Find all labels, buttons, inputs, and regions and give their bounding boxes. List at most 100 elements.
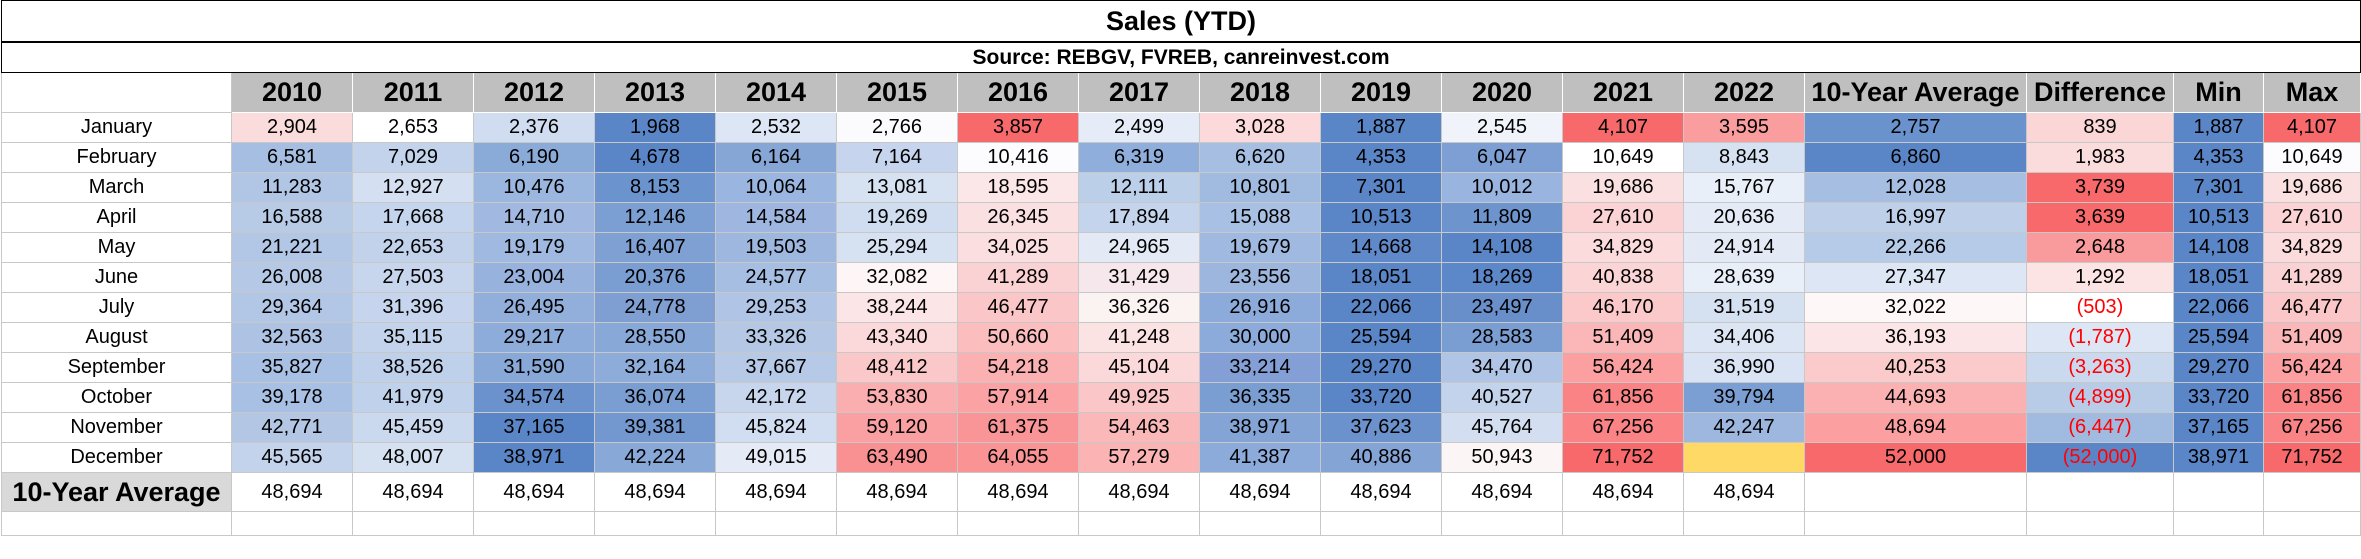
- table-cell: 27,503: [352, 262, 474, 293]
- table-cell: 16,588: [231, 202, 353, 233]
- empty-cell: [1683, 511, 1805, 536]
- table-cell: 27,347: [1804, 262, 2027, 293]
- table-cell: 45,764: [1441, 412, 1563, 443]
- empty-cell: [1, 511, 232, 536]
- table-cell: 46,170: [1562, 292, 1684, 323]
- table-cell: 48,694: [1804, 412, 2027, 443]
- table-cell: 14,710: [473, 202, 595, 233]
- table-cell: 25,594: [2173, 322, 2264, 353]
- table-cell: 50,660: [957, 322, 1079, 353]
- table-cell: 10,801: [1199, 172, 1321, 203]
- table-cell: 34,470: [1441, 352, 1563, 383]
- table-cell: [1683, 442, 1805, 473]
- average-cell: 48,694: [1683, 472, 1805, 512]
- month-label: September: [1, 352, 232, 383]
- table-cell: 42,172: [715, 382, 837, 413]
- table-cell: 40,886: [1320, 442, 1442, 473]
- empty-cell: [2026, 511, 2174, 536]
- table-cell: 21,221: [231, 232, 353, 263]
- table-cell: 33,214: [1199, 352, 1321, 383]
- table-cell: 41,248: [1078, 322, 1200, 353]
- table-cell: 41,289: [2262, 262, 2361, 293]
- table-cell: 12,028: [1804, 172, 2027, 203]
- table-cell: 16,997: [1804, 202, 2027, 233]
- column-header: 2020: [1441, 72, 1563, 113]
- month-label: November: [1, 412, 232, 443]
- average-cell: [2262, 472, 2361, 512]
- table-cell: 10,416: [957, 142, 1079, 173]
- table-cell: 12,146: [594, 202, 716, 233]
- table-cell: 23,497: [1441, 292, 1563, 323]
- table-cell: 14,108: [1441, 232, 1563, 263]
- empty-cell: [1078, 511, 1200, 536]
- average-cell: [1804, 472, 2027, 512]
- table-cell: 12,927: [352, 172, 474, 203]
- table-cell: 32,563: [231, 322, 353, 353]
- table-cell: 28,550: [594, 322, 716, 353]
- empty-cell: [1804, 511, 2027, 536]
- table-cell: 24,778: [594, 292, 716, 323]
- table-cell: 34,829: [1562, 232, 1684, 263]
- table-cell: 10,513: [1320, 202, 1442, 233]
- month-label: May: [1, 232, 232, 263]
- month-label: June: [1, 262, 232, 293]
- table-cell: 36,990: [1683, 352, 1805, 383]
- table-cell: 33,720: [2173, 382, 2264, 413]
- column-header: 2012: [473, 72, 595, 113]
- table-cell: 27,610: [2262, 202, 2361, 233]
- table-cell: 32,164: [594, 352, 716, 383]
- table-cell: 839: [2026, 112, 2174, 143]
- table-cell: 23,556: [1199, 262, 1321, 293]
- table-cell: 19,686: [2262, 172, 2361, 203]
- table-cell: 10,649: [1562, 142, 1684, 173]
- column-header: Min: [2173, 72, 2264, 113]
- table-cell: 1,983: [2026, 142, 2174, 173]
- table-row: February 6,581 7,029 6,190 4,678 6,164 7,164 10…: [1, 142, 2361, 173]
- table-cell: 11,809: [1441, 202, 1563, 233]
- average-cell: 48,694: [594, 472, 716, 512]
- table-cell: 7,164: [836, 142, 958, 173]
- table-cell: 8,153: [594, 172, 716, 203]
- corner-cell: [1, 72, 232, 113]
- table-cell: 18,051: [2173, 262, 2264, 293]
- table-cell: 18,051: [1320, 262, 1442, 293]
- table-cell: 51,409: [1562, 322, 1684, 353]
- table-cell: 35,827: [231, 352, 353, 383]
- table-cell: 51,409: [2262, 322, 2361, 353]
- table-cell: 49,925: [1078, 382, 1200, 413]
- table-cell: 49,015: [715, 442, 837, 473]
- table-cell: 22,066: [2173, 292, 2264, 323]
- table-cell: 1,887: [1320, 112, 1442, 143]
- table-cell: 7,029: [352, 142, 474, 173]
- table-cell: 10,649: [2262, 142, 2361, 173]
- average-cell: 48,694: [1562, 472, 1684, 512]
- table-cell: 16,407: [594, 232, 716, 263]
- column-header: 2017: [1078, 72, 1200, 113]
- table-cell: 29,217: [473, 322, 595, 353]
- table-cell: 39,381: [594, 412, 716, 443]
- table-cell: 35,115: [352, 322, 474, 353]
- table-cell: 2,499: [1078, 112, 1200, 143]
- table-cell: 57,914: [957, 382, 1079, 413]
- month-label: April: [1, 202, 232, 233]
- average-cell: 48,694: [836, 472, 958, 512]
- table-cell: 24,577: [715, 262, 837, 293]
- table-cell: 53,830: [836, 382, 958, 413]
- column-header: 2013: [594, 72, 716, 113]
- table-cell: 24,914: [1683, 232, 1805, 263]
- table-row: July 29,364 31,396 26,495 24,778 29,253 38,244…: [1, 292, 2361, 323]
- table-row: October 39,178 41,979 34,574 36,074 42,172 53,…: [1, 382, 2361, 413]
- table-cell: 3,028: [1199, 112, 1321, 143]
- table-cell: 71,752: [2262, 442, 2361, 473]
- table-cell: 10,012: [1441, 172, 1563, 203]
- table-cell: 37,623: [1320, 412, 1442, 443]
- column-header: 2014: [715, 72, 837, 113]
- table-cell: 20,376: [594, 262, 716, 293]
- month-label: August: [1, 322, 232, 353]
- table-cell: 6,164: [715, 142, 837, 173]
- table-cell: 11,283: [231, 172, 353, 203]
- table-cell: 13,081: [836, 172, 958, 203]
- table-cell: 6,860: [1804, 142, 2027, 173]
- table-cell: 52,000: [1804, 442, 2027, 473]
- table-cell: 3,595: [1683, 112, 1805, 143]
